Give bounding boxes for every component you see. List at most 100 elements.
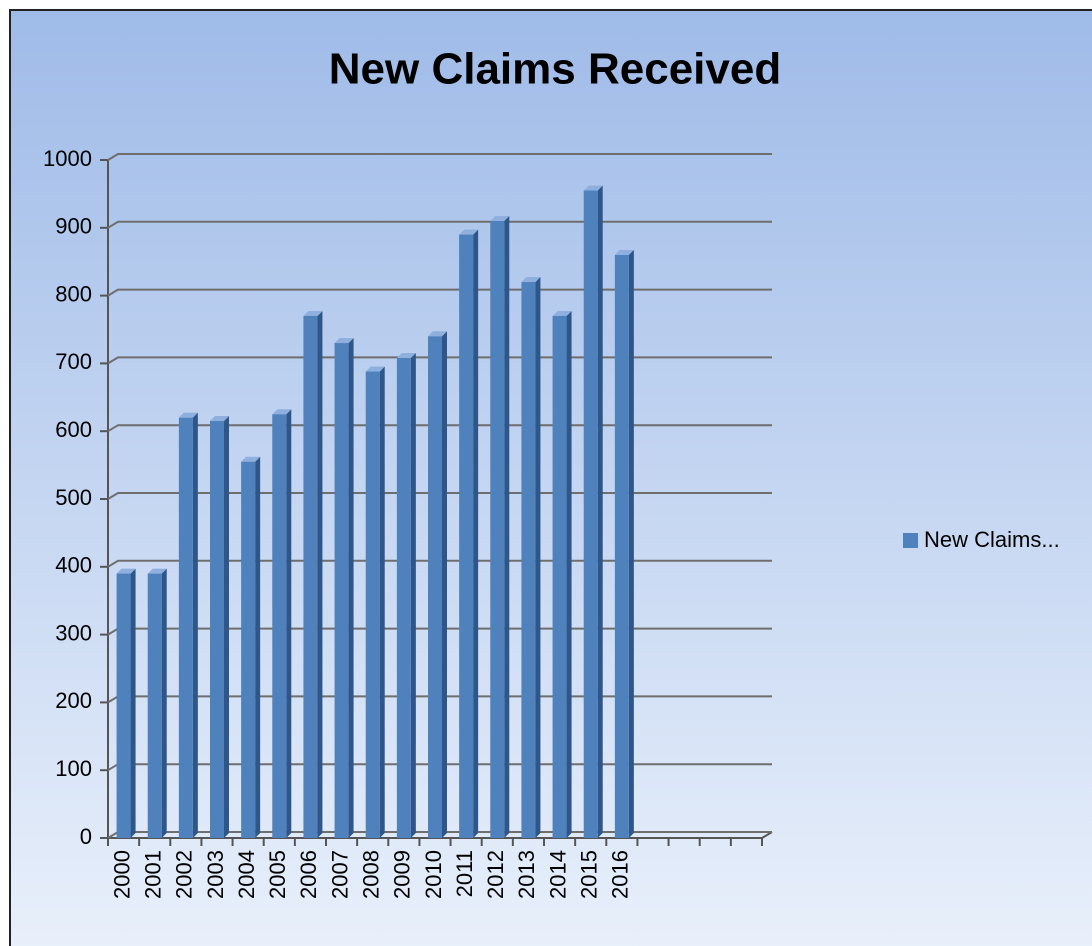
bar-side bbox=[317, 310, 323, 838]
legend-label: New Claims... bbox=[924, 527, 1060, 552]
bar-front bbox=[334, 343, 349, 838]
bar-side bbox=[130, 568, 136, 838]
bar-front bbox=[396, 357, 411, 838]
x-tick-label: 2008 bbox=[359, 850, 384, 899]
bar-side bbox=[379, 366, 385, 838]
bar bbox=[614, 249, 634, 839]
bar-side bbox=[535, 277, 541, 838]
grid-line bbox=[107, 220, 772, 229]
x-tick-label: 2007 bbox=[327, 850, 352, 899]
x-tick-label: 2003 bbox=[203, 850, 228, 899]
bar bbox=[147, 568, 167, 838]
bar-front bbox=[490, 221, 505, 838]
bar-front bbox=[552, 315, 567, 838]
bar-side bbox=[628, 249, 634, 839]
bar-front bbox=[459, 234, 474, 838]
x-tick-label: 2000 bbox=[109, 850, 134, 899]
x-tick-label: 2006 bbox=[296, 850, 321, 899]
bar bbox=[396, 352, 416, 838]
bar-top bbox=[303, 310, 323, 316]
bar-top bbox=[521, 277, 541, 283]
bar-side bbox=[597, 185, 603, 838]
bar bbox=[459, 229, 479, 838]
x-tick-label: 2005 bbox=[265, 850, 290, 899]
legend-swatch bbox=[903, 533, 918, 548]
bar bbox=[210, 416, 229, 838]
x-tick-label: 2012 bbox=[483, 850, 508, 899]
bar-top bbox=[178, 412, 198, 418]
y-tick-label: 300 bbox=[55, 620, 92, 645]
bar-side bbox=[192, 412, 198, 838]
bar bbox=[116, 568, 136, 838]
bar bbox=[334, 338, 354, 838]
bar-front bbox=[116, 573, 131, 838]
bar-front bbox=[272, 414, 287, 838]
bar-top bbox=[552, 310, 572, 316]
bar bbox=[272, 409, 292, 838]
bar bbox=[490, 216, 510, 838]
grid-line bbox=[107, 153, 772, 161]
x-tick-label: 2016 bbox=[608, 850, 633, 899]
y-tick-label: 700 bbox=[55, 349, 92, 374]
bar-front bbox=[178, 417, 193, 838]
bar-top bbox=[334, 338, 354, 344]
bar-top bbox=[365, 366, 385, 372]
bar bbox=[241, 456, 261, 838]
x-tick-label: 2002 bbox=[172, 850, 197, 899]
x-tick-label: 2001 bbox=[141, 850, 166, 899]
grid-line bbox=[107, 288, 772, 297]
bar-front bbox=[303, 315, 318, 838]
bar-side bbox=[286, 409, 292, 838]
bar-top bbox=[583, 185, 603, 191]
bar bbox=[178, 412, 198, 838]
bar-front bbox=[583, 190, 598, 838]
bar-side bbox=[348, 338, 354, 838]
bar-side bbox=[224, 416, 229, 838]
bar bbox=[365, 366, 385, 838]
bar-side bbox=[255, 456, 261, 838]
y-tick-label: 200 bbox=[55, 688, 92, 713]
y-tick-label: 800 bbox=[55, 281, 92, 306]
x-tick-label: 2011 bbox=[452, 850, 477, 897]
bar-top bbox=[272, 409, 292, 415]
chart-title: New Claims Received bbox=[329, 45, 781, 94]
x-tick-label: 2014 bbox=[545, 850, 570, 899]
bar bbox=[428, 331, 447, 838]
bar-front bbox=[428, 336, 442, 838]
bar-top bbox=[147, 568, 167, 574]
bar bbox=[521, 277, 541, 838]
x-tick-label: 2009 bbox=[390, 850, 415, 899]
chart-area bbox=[9, 9, 1092, 946]
y-tick-label: 1000 bbox=[43, 146, 92, 171]
y-tick-label: 600 bbox=[55, 417, 92, 442]
bar-top bbox=[459, 229, 479, 235]
bar-top bbox=[241, 456, 261, 462]
bar-front bbox=[614, 254, 629, 839]
y-tick-label: 0 bbox=[80, 824, 92, 849]
bar-side bbox=[566, 310, 572, 838]
bar-top bbox=[116, 568, 136, 574]
bar-front bbox=[521, 282, 536, 838]
x-tick-label: 2013 bbox=[514, 850, 539, 899]
bar-front bbox=[147, 573, 162, 838]
x-tick-label: 2004 bbox=[234, 850, 259, 899]
bar-front bbox=[210, 421, 224, 838]
y-tick-label: 500 bbox=[55, 485, 92, 510]
bar-front bbox=[241, 461, 256, 838]
bar-top bbox=[396, 352, 416, 358]
bar-top bbox=[428, 331, 447, 337]
bar bbox=[303, 310, 323, 838]
bar-top bbox=[614, 249, 634, 255]
bar-top bbox=[210, 416, 229, 422]
x-tick-label: 2015 bbox=[577, 850, 602, 899]
bar-side bbox=[161, 568, 167, 838]
y-tick-label: 100 bbox=[55, 756, 92, 781]
bar-side bbox=[473, 229, 479, 838]
x-tick-label: 2010 bbox=[421, 850, 446, 899]
bar bbox=[583, 185, 603, 838]
bar-front bbox=[365, 371, 380, 838]
y-tick-label: 400 bbox=[55, 553, 92, 578]
bar-side bbox=[504, 216, 510, 838]
bar bbox=[552, 310, 572, 838]
